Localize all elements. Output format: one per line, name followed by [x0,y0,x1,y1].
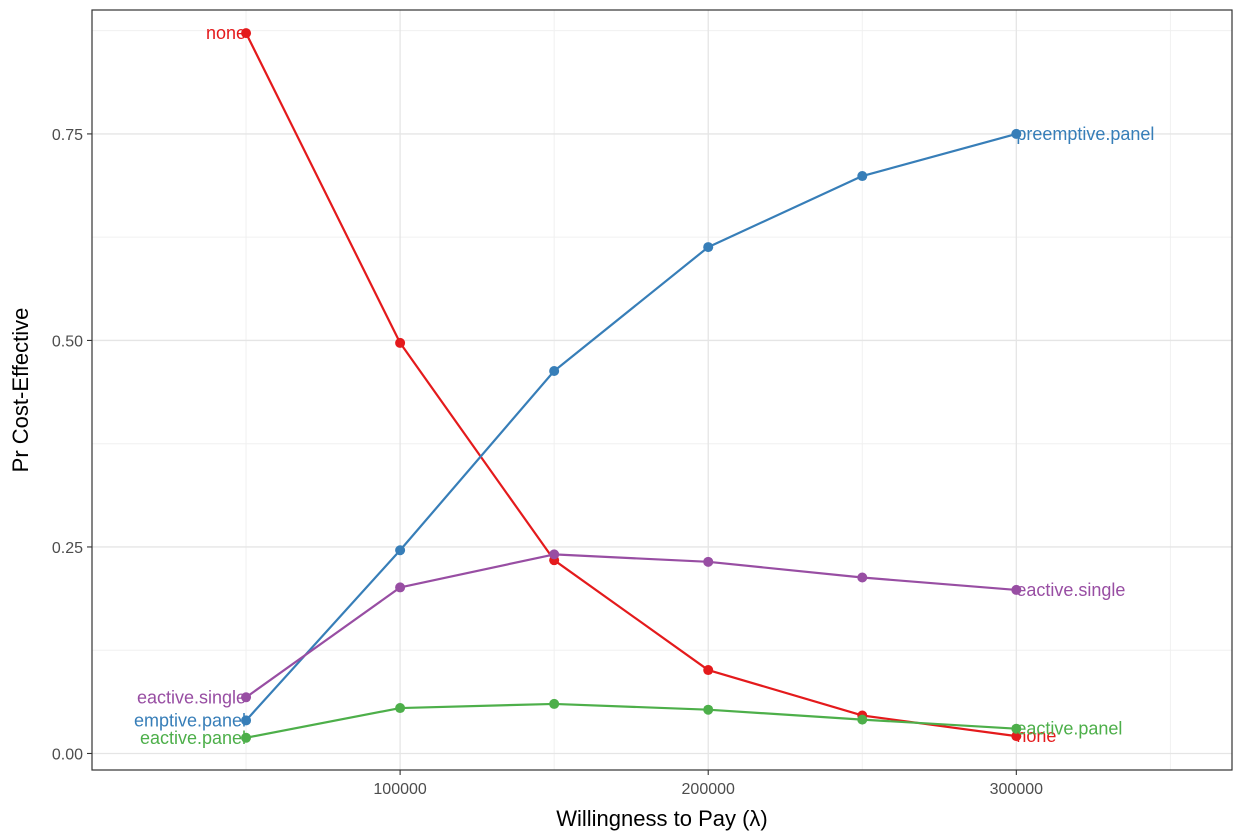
series-start-label: none [206,23,246,43]
y-axis-ticks: 0.00 0.25 0.50 0.75 [52,127,92,763]
data-point-preemptive-panel [549,366,560,376]
data-point-reactive-single [1011,584,1022,595]
data-point-reactive-panel [241,732,252,743]
series-end-label: eactive.panel [1016,719,1122,739]
data-point-preemptive-panel [857,171,868,182]
data-point-reactive-single [549,549,560,560]
x-tick-label: 200000 [682,781,735,798]
data-point-reactive-single [395,582,406,593]
data-point-reactive-single [857,572,868,583]
data-point-preemptive-panel [1011,128,1022,139]
series-start-label: eactive.panel [140,728,246,748]
data-point-reactive-panel [549,698,560,709]
series-lines [245,32,1017,739]
data-point-preemptive-panel [395,545,406,556]
y-tick-label: 0.50 [52,333,83,350]
panel-border [91,9,1233,771]
series-end-label: none [1016,726,1056,746]
x-tick-label: 100000 [373,781,426,798]
data-point-reactive-single [703,556,714,567]
data-point-preemptive-panel [241,715,252,726]
data-point-none [703,665,714,676]
x-tick-label: 300000 [990,781,1043,798]
data-point-none [395,337,406,348]
y-tick-label: 0.00 [52,746,83,763]
y-tick-label: 0.25 [52,540,83,557]
series-start-label: emptive.panel [134,710,246,730]
data-point-reactive-panel [703,704,714,715]
series-points [241,28,1022,743]
series-end-label: preemptive.panel [1016,124,1154,144]
x-axis-ticks: 100000 200000 300000 [373,770,1043,798]
data-point-reactive-panel [1011,723,1022,734]
x-axis-title: Willingness to Pay (λ) [556,806,768,831]
minor-gridlines [92,10,1232,770]
y-tick-label: 0.75 [52,127,83,144]
data-point-none [241,28,252,39]
data-point-reactive-single [241,692,252,703]
data-point-preemptive-panel [703,242,714,253]
series-line-reactive-single [245,553,1017,699]
series-line-reactive-panel [245,702,1017,739]
series-start-label: eactive.single [137,687,246,707]
series-end-label: eactive.single [1016,580,1125,600]
data-point-reactive-panel [857,714,868,725]
data-point-reactive-panel [395,703,406,714]
series-line-none [245,32,1017,738]
data-point-none [1011,731,1022,742]
series-direct-labels: none none emptive.panel preemptive.panel eac… [134,23,1154,748]
y-axis-title: Pr Cost-Effective [8,308,33,473]
series-line-preemptive-panel [245,132,1017,722]
